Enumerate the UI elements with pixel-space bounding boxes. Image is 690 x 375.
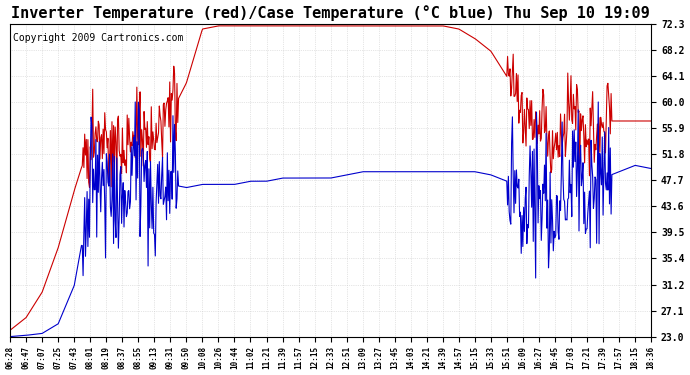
Title: Inverter Temperature (red)/Case Temperature (°C blue) Thu Sep 10 19:09: Inverter Temperature (red)/Case Temperat… [11, 6, 650, 21]
Text: Copyright 2009 Cartronics.com: Copyright 2009 Cartronics.com [13, 33, 184, 44]
